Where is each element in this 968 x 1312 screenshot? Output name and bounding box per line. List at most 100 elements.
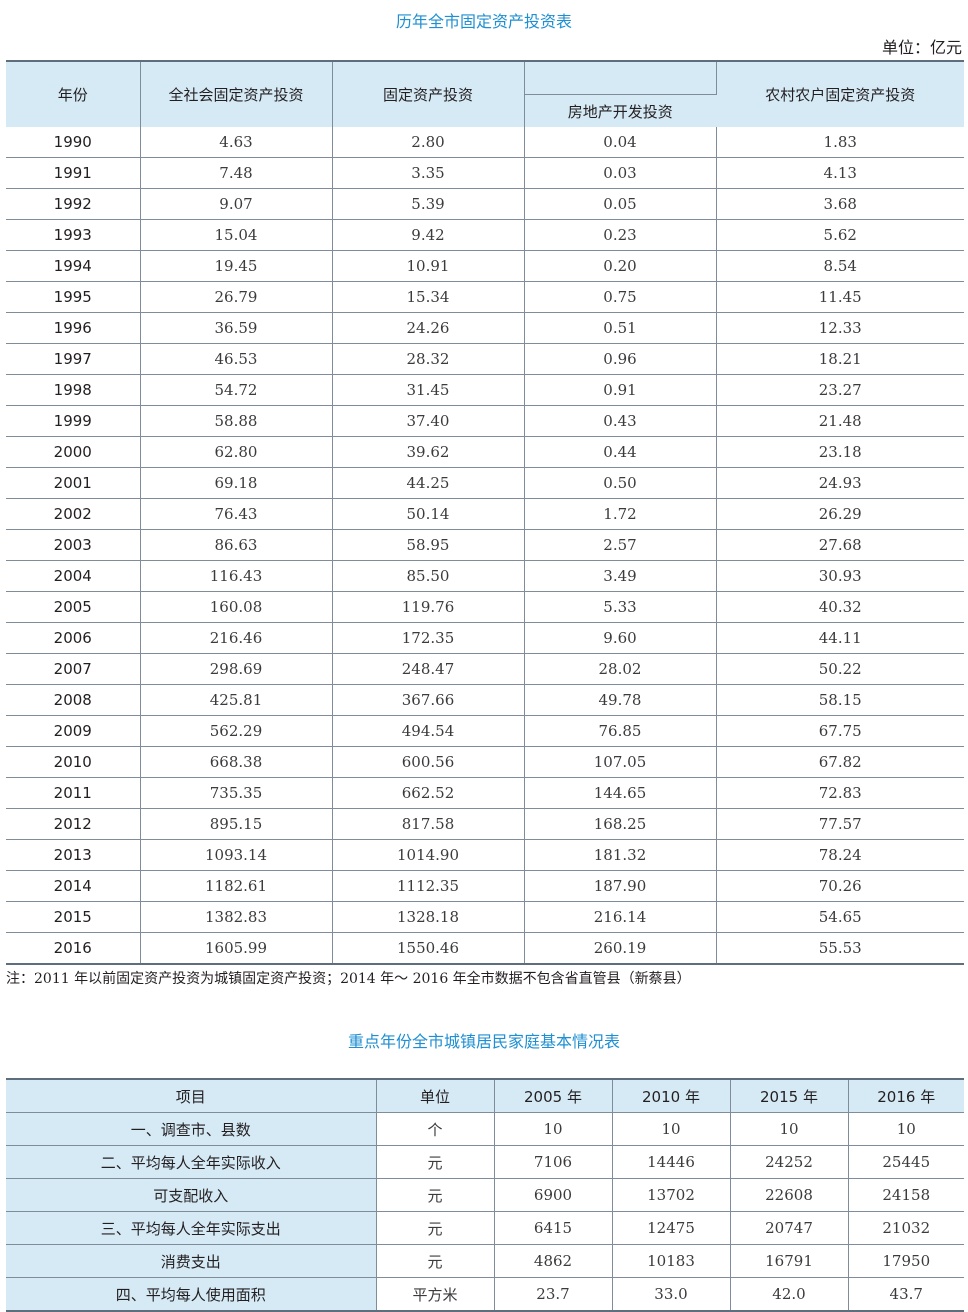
value-cell: 10 bbox=[612, 1112, 731, 1146]
header-total-investment: 全社会固定资产投资 bbox=[140, 61, 333, 127]
value-cell: 116.43 bbox=[140, 560, 333, 592]
year-cell: 2008 bbox=[6, 684, 141, 716]
table-row: 1990 4.63 2.80 0.04 1.83 bbox=[6, 127, 964, 158]
year-cell: 1993 bbox=[6, 219, 141, 251]
unit-cell: 平方米 bbox=[376, 1277, 495, 1311]
value-cell: 67.75 bbox=[716, 715, 964, 747]
value-cell: 0.43 bbox=[524, 405, 717, 437]
table-row: 1998 54.72 31.45 0.91 23.27 bbox=[6, 374, 964, 406]
year-cell: 2009 bbox=[6, 715, 141, 747]
year-cell: 2012 bbox=[6, 808, 141, 840]
header-realestate-investment: 房地产开发投资 bbox=[524, 94, 716, 127]
value-cell: 6900 bbox=[494, 1178, 613, 1212]
value-cell: 181.32 bbox=[524, 839, 717, 871]
value-cell: 72.83 bbox=[716, 777, 964, 809]
header-2016: 2016 年 bbox=[848, 1079, 964, 1113]
value-cell: 562.29 bbox=[140, 715, 333, 747]
value-cell: 15.04 bbox=[140, 219, 333, 251]
year-cell: 1994 bbox=[6, 250, 141, 282]
value-cell: 9.42 bbox=[332, 219, 525, 251]
value-cell: 76.85 bbox=[524, 715, 717, 747]
table-row: 1999 58.88 37.40 0.43 21.48 bbox=[6, 405, 964, 437]
value-cell: 55.53 bbox=[818, 939, 862, 957]
value-cell: 10.91 bbox=[332, 250, 525, 282]
value-cell: 1550.46 bbox=[332, 932, 525, 964]
value-cell: 50.22 bbox=[716, 653, 964, 685]
value-cell: 58.15 bbox=[716, 684, 964, 716]
table-row: 2009 562.29 494.54 76.85 67.75 bbox=[6, 715, 964, 747]
value-cell: 13702 bbox=[612, 1178, 731, 1212]
year-cell: 2001 bbox=[6, 467, 141, 499]
table-row: 2006 216.46 172.35 9.60 44.11 bbox=[6, 622, 964, 654]
table-row: 二、平均每人全年实际收入元 7106 14446 24252 25445 bbox=[6, 1145, 964, 1179]
value-cell: 10 bbox=[494, 1112, 613, 1146]
item-cell: 可支配收入 bbox=[6, 1178, 377, 1212]
table1-title: 历年全市固定资产投资表 bbox=[395, 12, 572, 31]
value-cell: 735.35 bbox=[140, 777, 333, 809]
value-cell: 67.82 bbox=[716, 746, 964, 778]
year-cell: 2003 bbox=[6, 529, 141, 561]
value-cell: 4.13 bbox=[716, 157, 964, 189]
table-row: 1994 19.45 10.91 0.20 8.54 bbox=[6, 250, 964, 282]
value-cell: 7106 bbox=[494, 1145, 613, 1179]
value-cell: 668.38 bbox=[140, 746, 333, 778]
value-cell: 1605.99 bbox=[140, 932, 333, 964]
value-cell: 160.08 bbox=[140, 591, 333, 623]
header-2005: 2005 年 bbox=[494, 1079, 613, 1113]
table-row: 2002 76.43 50.14 1.72 26.29 bbox=[6, 498, 964, 530]
value-cell: 86.63 bbox=[140, 529, 333, 561]
value-cell: 0.50 bbox=[524, 467, 717, 499]
value-cell: 0.75 bbox=[524, 281, 717, 313]
value-cell: 36.59 bbox=[140, 312, 333, 344]
item-cell: 三、平均每人全年实际支出 bbox=[6, 1211, 377, 1245]
table-row: 2013 1093.14 1014.90 181.32 78.24 bbox=[6, 839, 964, 871]
value-cell: 30.93 bbox=[716, 560, 964, 592]
value-cell: 23.18 bbox=[716, 436, 964, 468]
value-cell: 16791 bbox=[730, 1244, 849, 1278]
value-cell: 1.83 bbox=[716, 127, 964, 158]
value-cell: 39.62 bbox=[332, 436, 525, 468]
value-cell: 817.58 bbox=[332, 808, 525, 840]
table-row: 消费支出元 4862 10183 16791 17950 bbox=[6, 1244, 964, 1278]
value-cell: 23.7 bbox=[494, 1277, 613, 1311]
value-cell: 21032 bbox=[848, 1211, 964, 1245]
value-cell: 27.68 bbox=[716, 529, 964, 561]
value-cell: 85.50 bbox=[332, 560, 525, 592]
table-row: 1991 7.48 3.35 0.03 4.13 bbox=[6, 157, 964, 189]
value-cell: 42.0 bbox=[730, 1277, 849, 1311]
value-cell: 216.14 bbox=[524, 901, 717, 933]
value-cell: 15.34 bbox=[332, 281, 525, 313]
value-cell: 37.40 bbox=[332, 405, 525, 437]
table-row: 2011 735.35 662.52 144.65 72.83 bbox=[6, 777, 964, 809]
header-2015: 2015 年 bbox=[730, 1079, 849, 1113]
value-cell: 70.26 bbox=[716, 870, 964, 902]
value-cell: 20747 bbox=[730, 1211, 849, 1245]
value-cell: 172.35 bbox=[332, 622, 525, 654]
value-cell: 24252 bbox=[730, 1145, 849, 1179]
value-cell: 10 bbox=[848, 1112, 964, 1146]
table-row: 2001 69.18 44.25 0.50 24.93 bbox=[6, 467, 964, 499]
value-cell: 1328.18 bbox=[332, 901, 525, 933]
table-row: 2010 668.38 600.56 107.05 67.82 bbox=[6, 746, 964, 778]
table-row: 1997 46.53 28.32 0.96 18.21 bbox=[6, 343, 964, 375]
year-cell: 1997 bbox=[6, 343, 141, 375]
value-cell: 216.46 bbox=[140, 622, 333, 654]
item-cell: 二、平均每人全年实际收入 bbox=[6, 1145, 377, 1179]
value-cell: 1093.14 bbox=[140, 839, 333, 871]
value-cell: 54.72 bbox=[140, 374, 333, 406]
value-cell: 22608 bbox=[730, 1178, 849, 1212]
year-cell: 1992 bbox=[6, 188, 141, 220]
header-item: 项目 bbox=[6, 1079, 377, 1113]
year-cell: 2016 bbox=[6, 932, 141, 964]
value-cell: 58.95 bbox=[332, 529, 525, 561]
table-row: 2003 86.63 58.95 2.57 27.68 bbox=[6, 529, 964, 561]
table-row: 1993 15.04 9.42 0.23 5.62 bbox=[6, 219, 964, 251]
value-cell: 9.07 bbox=[140, 188, 333, 220]
table1-unit-label: 单位：亿元 bbox=[881, 38, 962, 57]
year-cell: 2005 bbox=[6, 591, 141, 623]
value-cell: 1182.61 bbox=[140, 870, 333, 902]
value-cell: 23.27 bbox=[716, 374, 964, 406]
value-cell: 25445 bbox=[848, 1145, 964, 1179]
value-cell: 0.96 bbox=[524, 343, 717, 375]
value-cell: 50.14 bbox=[332, 498, 525, 530]
